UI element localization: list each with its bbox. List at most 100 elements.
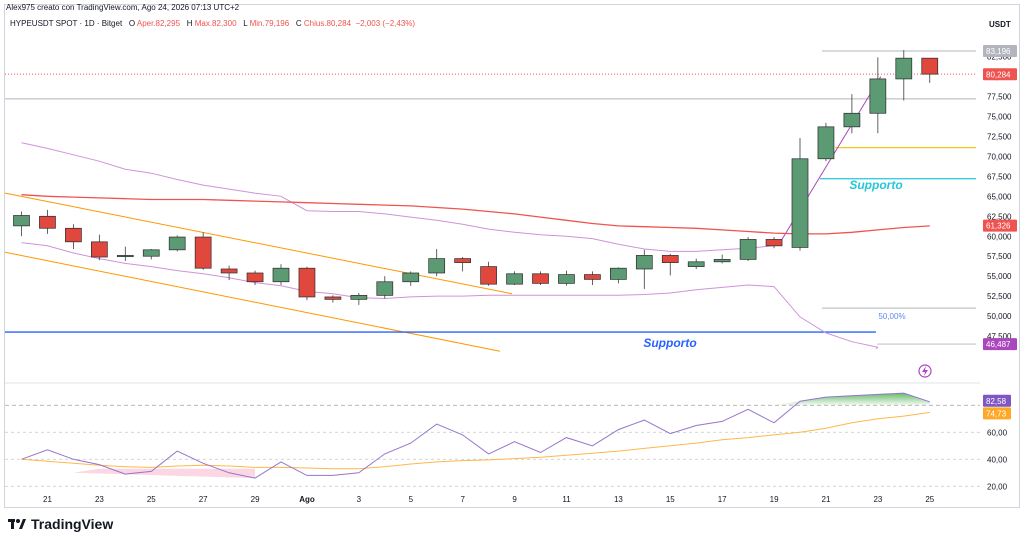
- price-tick-label: 55,000: [987, 272, 1012, 281]
- bollinger-lower: [21, 242, 879, 348]
- high-label: H: [186, 19, 193, 28]
- candle: [13, 211, 30, 237]
- candle: [454, 257, 471, 272]
- x-tick-label: 23: [95, 495, 104, 504]
- price-tick-label: 82,500: [987, 53, 1012, 62]
- candle-body: [13, 215, 30, 227]
- candle-body: [584, 274, 601, 280]
- candle-body: [376, 281, 394, 296]
- candle: [739, 237, 757, 262]
- candle: [298, 266, 316, 301]
- rsi-badge: 74,73: [983, 407, 1011, 420]
- symbol-bar: HYPEUSDT SPOT · 1D · Bitget O Aper.82,29…: [10, 19, 415, 28]
- candle-body: [921, 57, 939, 75]
- channel-upper-line: [4, 192, 513, 295]
- support-lower-label: Supporto: [643, 336, 696, 350]
- currency-label[interactable]: USDT: [989, 20, 1011, 29]
- rsi-tick-label: 20,00: [987, 482, 1008, 491]
- x-tick-label: 3: [357, 495, 362, 504]
- candle: [428, 249, 446, 277]
- candle-body: [895, 57, 913, 80]
- rsi-badge: 82,58: [983, 394, 1011, 407]
- x-tick-label: 25: [147, 495, 156, 504]
- candle: [532, 271, 549, 285]
- candle-body: [609, 267, 627, 280]
- price-badge-label: 80,284: [986, 70, 1011, 79]
- candle-body: [350, 294, 368, 300]
- candle: [194, 232, 212, 270]
- candle-body: [454, 258, 471, 263]
- candle: [116, 246, 134, 262]
- candle-body: [843, 112, 861, 128]
- candle: [480, 261, 497, 286]
- symbol-name[interactable]: HYPEUSDT SPOT · 1D · Bitget: [10, 19, 123, 28]
- candle-body: [480, 266, 497, 285]
- candle: [90, 234, 108, 261]
- x-tick-label: 9: [512, 495, 517, 504]
- x-tick-label: 5: [409, 495, 414, 504]
- bollinger-lower-tail: [875, 346, 879, 350]
- open-label: O: [128, 19, 136, 28]
- x-tick-label: 21: [822, 495, 831, 504]
- candle: [687, 258, 705, 269]
- moving-average-line: [21, 194, 930, 235]
- candle: [376, 276, 394, 299]
- price-badge: 46,487: [983, 338, 1017, 351]
- candle: [791, 138, 809, 251]
- support-upper-label: Supporto: [849, 178, 902, 192]
- price-badge-label: 46,487: [986, 340, 1011, 349]
- rsi-ma-line: [21, 411, 930, 470]
- author-line: Alex975 creato con TradingView.com, Ago …: [6, 3, 240, 12]
- candle-body: [220, 268, 238, 274]
- candle-body: [791, 158, 809, 248]
- tradingview-logo: TradingView: [8, 516, 113, 532]
- candle: [558, 270, 575, 286]
- candle: [506, 271, 523, 285]
- candle-body: [713, 259, 731, 263]
- price-tick-label: 67,500: [987, 172, 1012, 181]
- x-tick-label: 25: [925, 495, 934, 504]
- close-value: Chius.80,284: [303, 19, 352, 28]
- candle: [921, 57, 939, 83]
- candle: [168, 235, 186, 252]
- bollinger-upper: [21, 142, 775, 252]
- price-tick-label: 47,500: [987, 332, 1012, 341]
- x-tick-label: 15: [666, 495, 675, 504]
- candle-body: [428, 258, 446, 274]
- rsi-overbought-fill: [774, 393, 930, 406]
- rsi-tick-label: 60,00: [987, 428, 1008, 437]
- candle-body: [506, 273, 523, 285]
- x-tick-label: 27: [199, 495, 208, 504]
- x-tick-label: 11: [562, 495, 571, 504]
- rsi-badge-label: 82,58: [986, 397, 1007, 406]
- price-tick-label: 77,500: [987, 92, 1012, 101]
- price-badge: 83,196: [983, 45, 1017, 58]
- rsi-line: [21, 392, 930, 479]
- candle: [350, 292, 368, 305]
- price-tick-label: 62,500: [987, 212, 1012, 221]
- candle-body: [324, 296, 342, 300]
- candle-body: [532, 273, 549, 284]
- price-tick-label: 52,500: [987, 292, 1012, 301]
- candle: [609, 267, 627, 284]
- candle-body: [116, 255, 134, 257]
- candle: [765, 237, 783, 249]
- candle-body: [90, 241, 108, 258]
- candle: [272, 264, 290, 285]
- fib-level-label: 50,00%: [878, 312, 905, 321]
- rsi-oversold-fill: [73, 468, 256, 479]
- price-tick-label: 50,000: [987, 312, 1012, 321]
- candle-body: [765, 239, 783, 247]
- close-label: C: [295, 19, 302, 28]
- x-tick-label: 17: [718, 495, 727, 504]
- candle: [142, 249, 160, 260]
- candle: [584, 271, 601, 285]
- change-value: −2,003 (−2,43%): [355, 19, 416, 28]
- candle-body: [39, 215, 56, 229]
- candle: [65, 224, 82, 250]
- x-tick-label: Ago: [299, 495, 315, 504]
- lightning-icon: [918, 364, 932, 378]
- candle-body: [272, 267, 290, 283]
- candle: [895, 50, 913, 101]
